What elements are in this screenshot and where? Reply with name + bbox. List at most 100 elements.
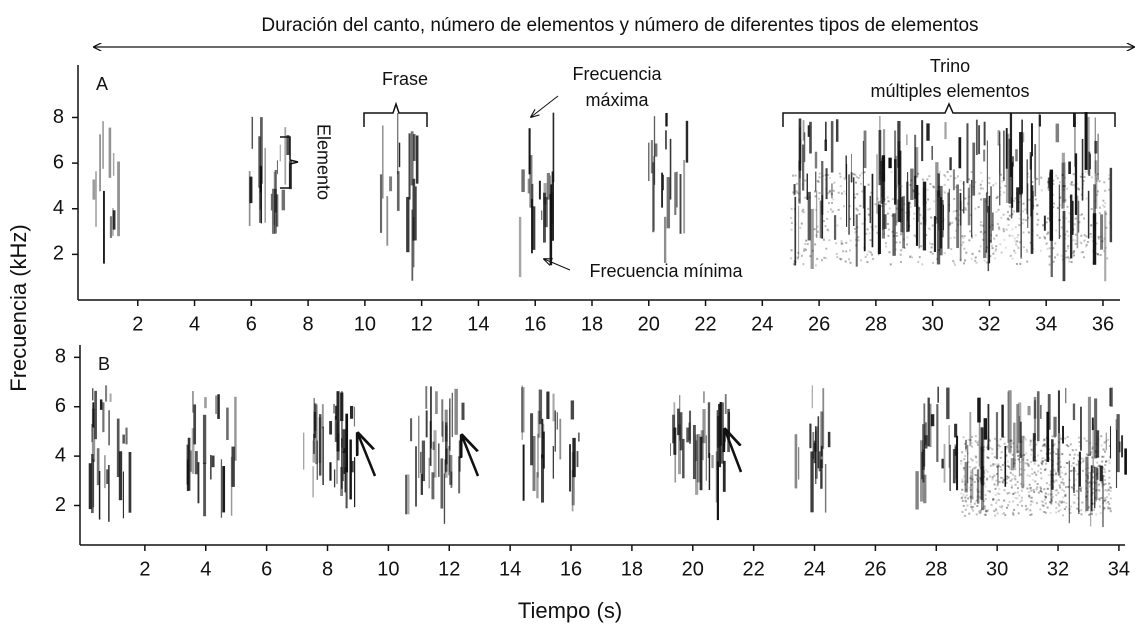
spectrogram-noise bbox=[1065, 502, 1068, 505]
spectrogram-stroke bbox=[318, 414, 322, 476]
spectrogram-noise bbox=[970, 484, 973, 487]
spectrogram-noise bbox=[947, 178, 950, 181]
spectrogram-stroke bbox=[415, 446, 417, 507]
spectrogram-noise bbox=[891, 198, 894, 201]
spectrogram-stroke bbox=[458, 456, 461, 494]
spectrogram-stroke bbox=[1071, 200, 1074, 235]
spectrogram-stroke bbox=[987, 206, 990, 272]
spectrogram-noise bbox=[1070, 486, 1073, 489]
spectrogram-stroke bbox=[960, 201, 962, 260]
trill-bracket bbox=[782, 102, 1116, 127]
spectrogram-noise bbox=[1077, 497, 1080, 500]
spectrogram-stroke bbox=[527, 178, 530, 194]
spectrogram-noise bbox=[955, 229, 958, 232]
spectrogram-stroke bbox=[421, 440, 426, 482]
spectrogram-noise bbox=[975, 499, 978, 502]
spectrogram-stroke bbox=[552, 393, 555, 422]
spectrogram-noise bbox=[1083, 175, 1086, 178]
spectrogram-noise bbox=[854, 173, 857, 176]
spectrogram-noise bbox=[804, 242, 807, 245]
spectrogram-stroke bbox=[1062, 162, 1066, 203]
spectrogram-noise bbox=[1060, 226, 1063, 229]
spectrogram-noise bbox=[1064, 472, 1067, 475]
spectrogram-stroke bbox=[822, 388, 825, 449]
spectrogram-stroke bbox=[546, 172, 551, 200]
spectrogram-noise bbox=[986, 261, 989, 264]
spectrogram-noise bbox=[1092, 487, 1095, 490]
spectrogram-noise bbox=[963, 475, 966, 478]
spectrogram-noise bbox=[1008, 214, 1011, 217]
spectrogram-noise bbox=[956, 175, 959, 178]
spectrogram-stroke bbox=[521, 385, 523, 440]
spectrogram-stroke bbox=[1081, 138, 1084, 201]
spectrogram-stroke bbox=[922, 181, 927, 251]
spectrogram-noise bbox=[1096, 193, 1099, 196]
spectrogram-noise bbox=[1032, 488, 1035, 491]
spectrogram-noise bbox=[1055, 494, 1058, 497]
spectrogram-noise bbox=[892, 198, 895, 201]
spectrogram-stroke bbox=[940, 200, 944, 238]
spectrogram-noise bbox=[848, 258, 851, 261]
spectrogram-noise bbox=[959, 188, 962, 191]
spectrogram-stroke bbox=[187, 437, 191, 491]
x-tick-label: 30 bbox=[922, 313, 944, 335]
spectrogram-stroke bbox=[1026, 159, 1028, 215]
spectrogram-noise bbox=[959, 259, 962, 262]
spectrogram-noise bbox=[1016, 481, 1019, 484]
spectrogram-noise bbox=[1097, 488, 1100, 491]
spectrogram-noise bbox=[990, 244, 993, 247]
spectrogram-noise bbox=[1007, 476, 1010, 479]
spectrogram-noise bbox=[1098, 499, 1101, 502]
spectrogram-noise bbox=[1012, 493, 1015, 496]
spectrogram-noise bbox=[1000, 468, 1003, 471]
spectrogram-stroke bbox=[91, 454, 94, 514]
spectrogram-noise bbox=[1039, 508, 1042, 511]
spectrogram-stroke bbox=[569, 444, 571, 492]
spectrogram-noise bbox=[1102, 199, 1105, 202]
spectrogram-noise bbox=[1072, 457, 1075, 460]
spectrogram-stroke bbox=[971, 468, 974, 500]
spectrogram-stroke bbox=[1102, 474, 1104, 528]
spectrogram-stroke bbox=[815, 426, 818, 479]
spectrogram-noise bbox=[1099, 254, 1102, 257]
spectrogram-noise bbox=[1053, 435, 1056, 438]
spectrogram-noise bbox=[1069, 443, 1072, 446]
spectrogram-noise bbox=[1025, 219, 1028, 222]
spectrogram-stroke bbox=[420, 473, 423, 495]
spectrogram-noise bbox=[922, 179, 925, 182]
spectrogram-stroke bbox=[1050, 204, 1053, 278]
spectrogram-noise bbox=[1031, 472, 1034, 475]
spectrogram-noise bbox=[816, 180, 819, 183]
spectrogram-noise bbox=[1062, 185, 1065, 188]
spectrogram-stroke bbox=[985, 192, 988, 253]
spectrogram-noise bbox=[1061, 514, 1064, 517]
spectrogram-noise bbox=[1084, 170, 1087, 173]
spectrogram-noise bbox=[849, 261, 852, 264]
spectrogram-noise bbox=[899, 261, 902, 264]
spectrogram-stroke bbox=[941, 458, 944, 469]
spectrogram-stroke bbox=[1030, 185, 1034, 254]
spectrogram-stroke bbox=[350, 460, 354, 473]
spectrogram-noise bbox=[1001, 476, 1004, 479]
spectrogram-noise bbox=[1078, 221, 1081, 224]
spectrogram-noise bbox=[1090, 224, 1093, 227]
spectrogram-stroke bbox=[1029, 152, 1032, 170]
spectrogram-noise bbox=[1076, 187, 1079, 190]
spectrogram-noise bbox=[885, 245, 888, 248]
spectrogram-stroke bbox=[967, 187, 971, 226]
spectrogram-noise bbox=[1044, 495, 1047, 498]
spectrogram-noise bbox=[985, 510, 988, 513]
spectrogram-noise bbox=[1101, 481, 1104, 484]
spectrogram-noise bbox=[1055, 489, 1058, 492]
spectrogram-noise bbox=[1062, 482, 1065, 485]
spectrogram-stroke bbox=[572, 437, 576, 478]
spectrogram-noise bbox=[918, 207, 921, 210]
spectrogram-stroke bbox=[970, 474, 972, 503]
spectrogram-noise bbox=[1010, 439, 1013, 442]
spectrogram-noise bbox=[1094, 174, 1097, 177]
spectrogram-noise bbox=[1104, 482, 1107, 485]
spectrogram-stroke bbox=[412, 134, 416, 161]
spectrogram-noise bbox=[969, 495, 972, 498]
spectrogram-stroke bbox=[1076, 195, 1079, 249]
spectrogram-noise bbox=[1005, 506, 1008, 509]
